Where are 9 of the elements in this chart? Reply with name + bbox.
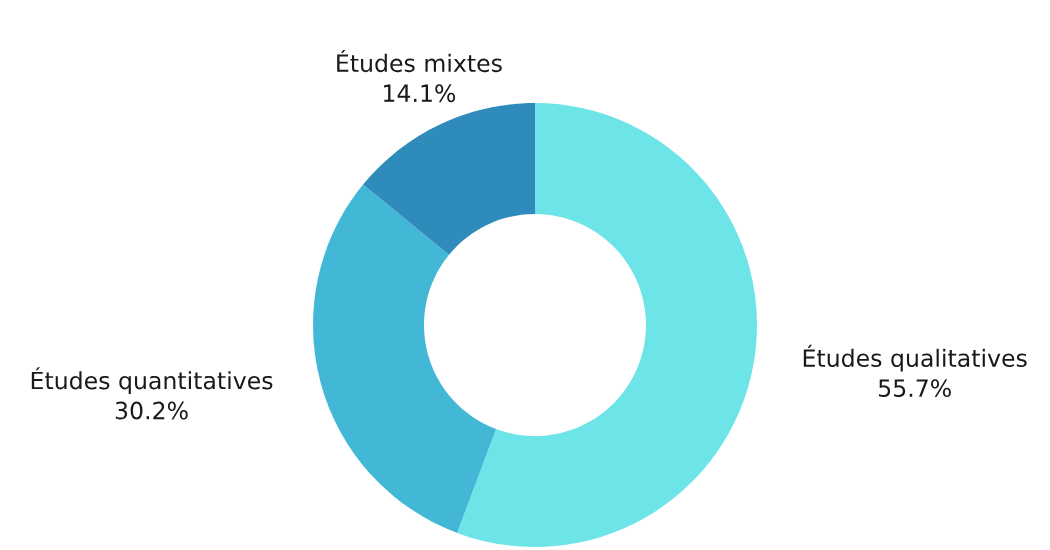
donut-slice bbox=[457, 103, 757, 547]
data-label: 14.1% bbox=[384, 84, 456, 103]
data-label: 55.7% bbox=[879, 379, 951, 398]
data-label: 30.2% bbox=[115, 401, 188, 420]
slice-label: Études quantitatives bbox=[31, 367, 273, 395]
donut-slice bbox=[313, 184, 497, 533]
slice-label: Études qualitatives bbox=[803, 344, 1027, 372]
slice-label: Études mixtes bbox=[337, 49, 502, 73]
donut-slice bbox=[363, 103, 535, 255]
